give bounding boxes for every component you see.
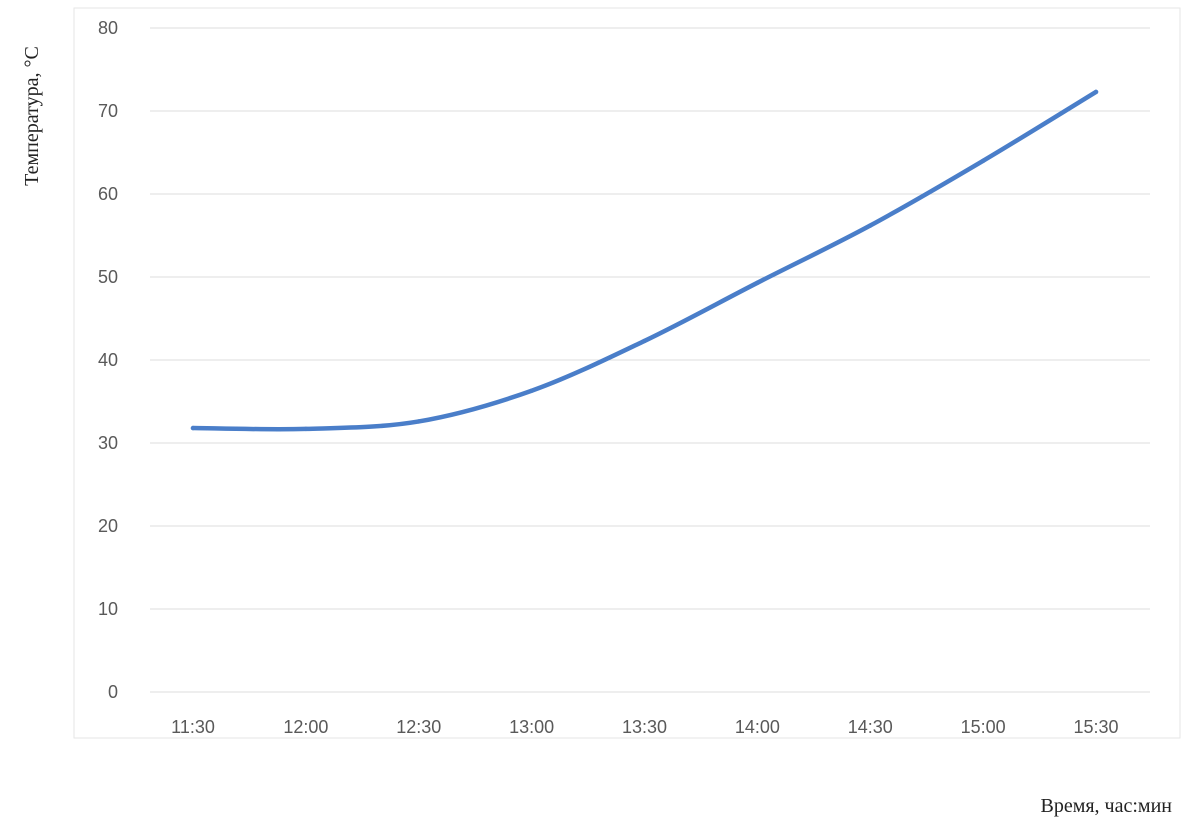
- y-tick-label: 60: [98, 184, 118, 204]
- x-tick-label: 13:30: [622, 717, 667, 737]
- y-tick-label: 20: [98, 516, 118, 536]
- x-tick-label: 12:30: [396, 717, 441, 737]
- x-tick-label: 11:30: [171, 717, 215, 737]
- series-line-0: [190, 89, 1099, 432]
- data-point-2: [416, 419, 421, 424]
- y-axis-title: Температура, °С: [21, 46, 43, 186]
- x-tick-label: 12:00: [283, 717, 328, 737]
- x-tick-label: 15:00: [961, 717, 1006, 737]
- y-axis-ticks: 0 10 20 30 40 50 60 70 80: [98, 18, 118, 702]
- y-tick-label: 10: [98, 599, 118, 619]
- x-tick-label: 13:00: [509, 717, 554, 737]
- data-point-5: [755, 280, 760, 286]
- gridlines: [150, 27, 1150, 693]
- data-point-3: [529, 388, 534, 393]
- plot-area: [73, 7, 1181, 739]
- data-point-4: [642, 338, 647, 344]
- data-point-1: [303, 426, 309, 432]
- y-tick-label: 50: [98, 267, 118, 287]
- x-tick-label: 15:30: [1073, 717, 1118, 737]
- series-layer: [190, 89, 1099, 432]
- x-tick-label: 14:30: [848, 717, 893, 737]
- y-tick-label: 80: [98, 18, 118, 38]
- x-axis-title: Время, час:мин: [1040, 795, 1172, 817]
- data-point-0: [190, 425, 196, 431]
- x-axis-ticks: 11:30 12:00 12:30 13:00 13:30 14:00 14:30 15:00…: [171, 717, 1118, 737]
- y-tick-label: 40: [98, 350, 118, 370]
- data-point-7: [980, 158, 986, 163]
- y-tick-label: 70: [98, 101, 118, 121]
- y-tick-label: 0: [108, 682, 118, 702]
- y-tick-label: 30: [98, 433, 118, 453]
- data-point-6: [868, 223, 873, 228]
- x-tick-label: 14:00: [735, 717, 780, 737]
- data-point-8: [1093, 89, 1099, 95]
